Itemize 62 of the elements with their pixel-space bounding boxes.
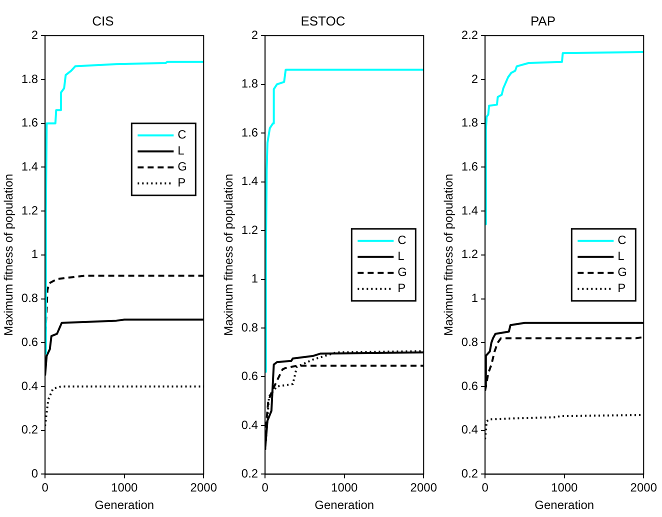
y-tick-label: 1 <box>31 247 38 262</box>
x-tick-label: 0 <box>482 480 489 495</box>
y-tick-label: 1.4 <box>241 174 258 188</box>
y-tick-label: 1.4 <box>21 159 38 174</box>
y-axis-title: Maximum fitness of population <box>2 174 16 336</box>
y-tick-label: 1.2 <box>21 203 38 218</box>
legend-label: P <box>178 176 186 190</box>
legend-label: C <box>398 233 407 248</box>
x-tick-label: 2000 <box>190 480 218 495</box>
legend-label: C <box>178 128 187 142</box>
y-tick-label: 1 <box>471 291 478 306</box>
y-tick-label: 1 <box>251 272 258 286</box>
x-tick-label: 2000 <box>410 480 438 495</box>
y-axis-title: Maximum fitness of population <box>442 174 456 336</box>
legend-label: L <box>618 249 625 264</box>
y-tick-label: 1.6 <box>21 116 38 130</box>
y-tick-label: 0.2 <box>241 466 258 481</box>
x-axis-title: Generation <box>534 498 594 512</box>
y-tick-label: 0.4 <box>21 378 38 393</box>
y-tick-label: 1.6 <box>241 125 258 140</box>
y-tick-label: 1.2 <box>461 247 478 262</box>
y-tick-label: 0 <box>31 466 38 481</box>
y-tick-label: 2 <box>471 72 478 86</box>
y-tick-label: 0.4 <box>461 422 478 437</box>
x-tick-label: 2000 <box>630 480 658 495</box>
y-tick-label: 2.2 <box>461 28 478 42</box>
x-tick-label: 0 <box>262 480 269 495</box>
y-tick-label: 0.6 <box>241 369 258 384</box>
chart-title: CIS <box>92 13 114 28</box>
x-axis-title: Generation <box>314 498 374 512</box>
x-tick-label: 1000 <box>551 480 578 495</box>
legend-label: C <box>618 233 627 248</box>
y-tick-label: 1.2 <box>241 222 258 237</box>
y-tick-label: 1.8 <box>21 72 38 86</box>
x-tick-label: 1000 <box>111 480 138 495</box>
legend-label: L <box>178 144 185 158</box>
chart-title: PAP <box>530 13 556 28</box>
y-tick-label: 0.2 <box>21 422 38 437</box>
legend-label: G <box>178 160 187 174</box>
y-tick-label: 2 <box>31 28 38 42</box>
x-tick-label: 0 <box>42 480 49 495</box>
y-tick-label: 2 <box>251 28 258 42</box>
legend-label: G <box>618 265 627 280</box>
legend-label: P <box>398 281 406 296</box>
legend-label: L <box>398 249 405 264</box>
y-axis-title: Maximum fitness of population <box>222 174 236 336</box>
y-tick-label: 0.8 <box>241 320 258 334</box>
y-tick-label: 0.6 <box>21 334 38 349</box>
y-tick-label: 0.4 <box>241 418 258 432</box>
y-tick-label: 1.6 <box>461 159 478 174</box>
y-tick-label: 0.6 <box>461 378 478 393</box>
chart-title: ESTOC <box>300 13 346 28</box>
y-tick-label: 0.2 <box>461 466 478 481</box>
x-tick-label: 1000 <box>331 480 358 495</box>
x-axis-title: Generation <box>94 498 154 512</box>
y-tick-label: 0.8 <box>21 291 38 306</box>
legend-label: P <box>618 281 626 296</box>
legend-label: G <box>398 265 407 280</box>
y-tick-label: 1.8 <box>461 116 478 130</box>
y-tick-label: 1.8 <box>241 76 258 91</box>
y-tick-label: 0.8 <box>461 334 478 349</box>
y-tick-label: 1.4 <box>461 203 478 218</box>
